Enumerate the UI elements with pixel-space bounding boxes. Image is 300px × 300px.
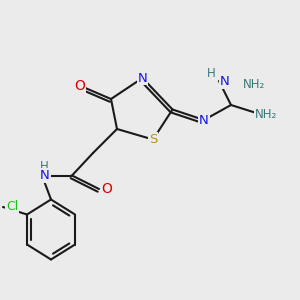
Text: N: N — [40, 169, 50, 182]
Text: Cl: Cl — [6, 200, 18, 214]
Text: H: H — [40, 160, 49, 173]
Text: N: N — [138, 71, 147, 85]
Text: S: S — [149, 133, 157, 146]
Text: N: N — [220, 75, 229, 88]
Text: O: O — [74, 79, 85, 92]
Text: N: N — [199, 113, 209, 127]
Text: H: H — [207, 67, 216, 80]
Text: O: O — [101, 182, 112, 196]
Text: NH₂: NH₂ — [255, 107, 277, 121]
Text: NH₂: NH₂ — [242, 77, 265, 91]
